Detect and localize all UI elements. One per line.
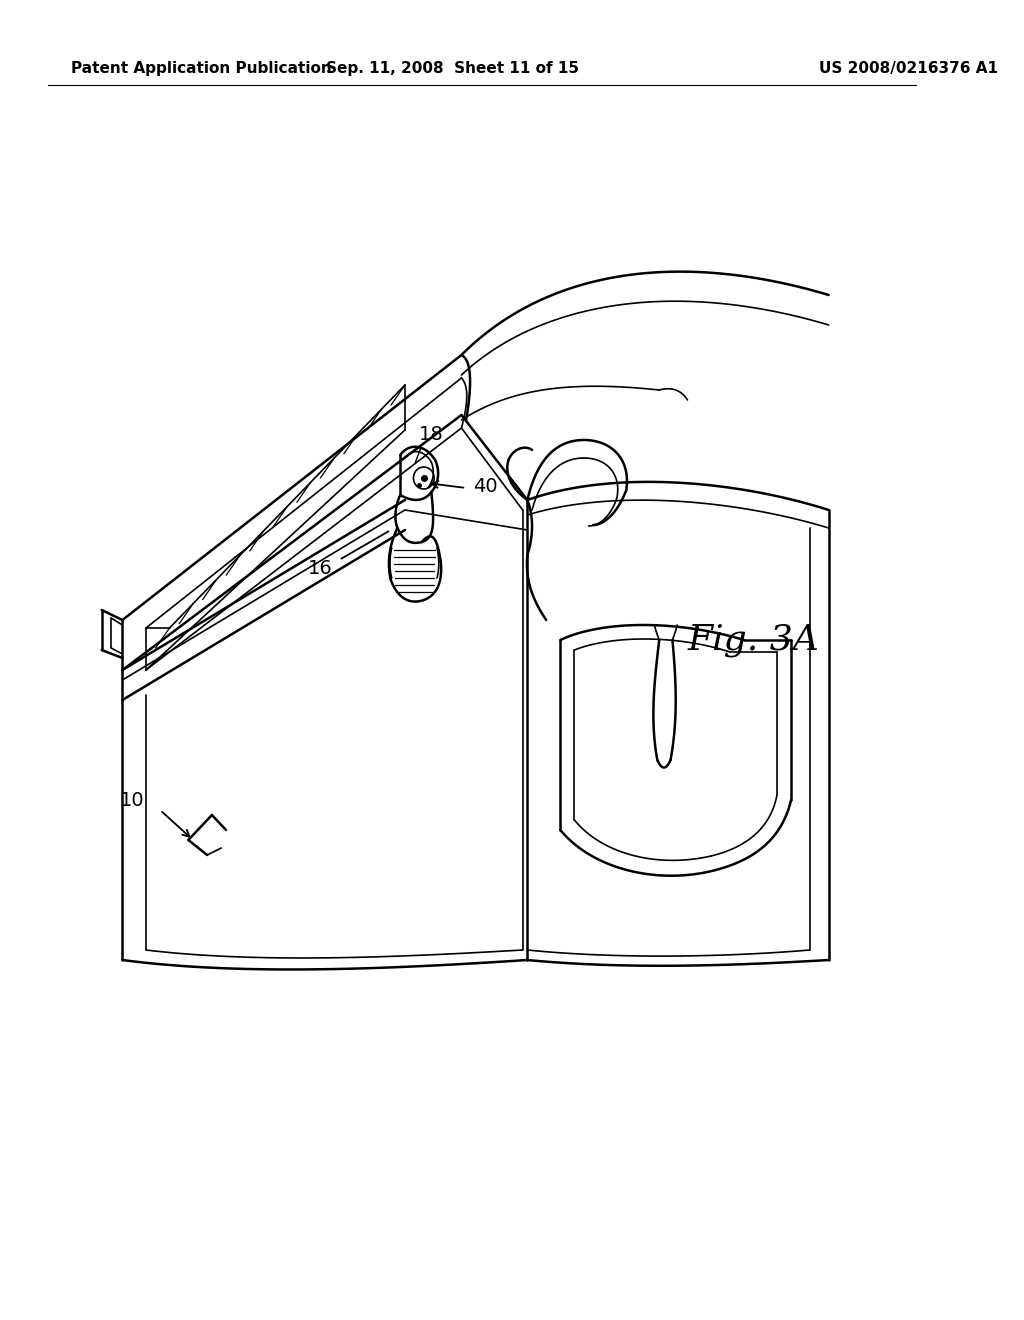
Text: 16: 16	[308, 558, 333, 578]
Text: 40: 40	[473, 478, 498, 496]
Text: Fig. 3A: Fig. 3A	[687, 623, 819, 657]
Text: Patent Application Publication: Patent Application Publication	[71, 61, 332, 75]
Text: US 2008/0216376 A1: US 2008/0216376 A1	[819, 61, 998, 75]
Text: Sep. 11, 2008  Sheet 11 of 15: Sep. 11, 2008 Sheet 11 of 15	[326, 61, 579, 75]
Text: 10: 10	[120, 791, 144, 809]
Text: 18: 18	[419, 425, 443, 445]
